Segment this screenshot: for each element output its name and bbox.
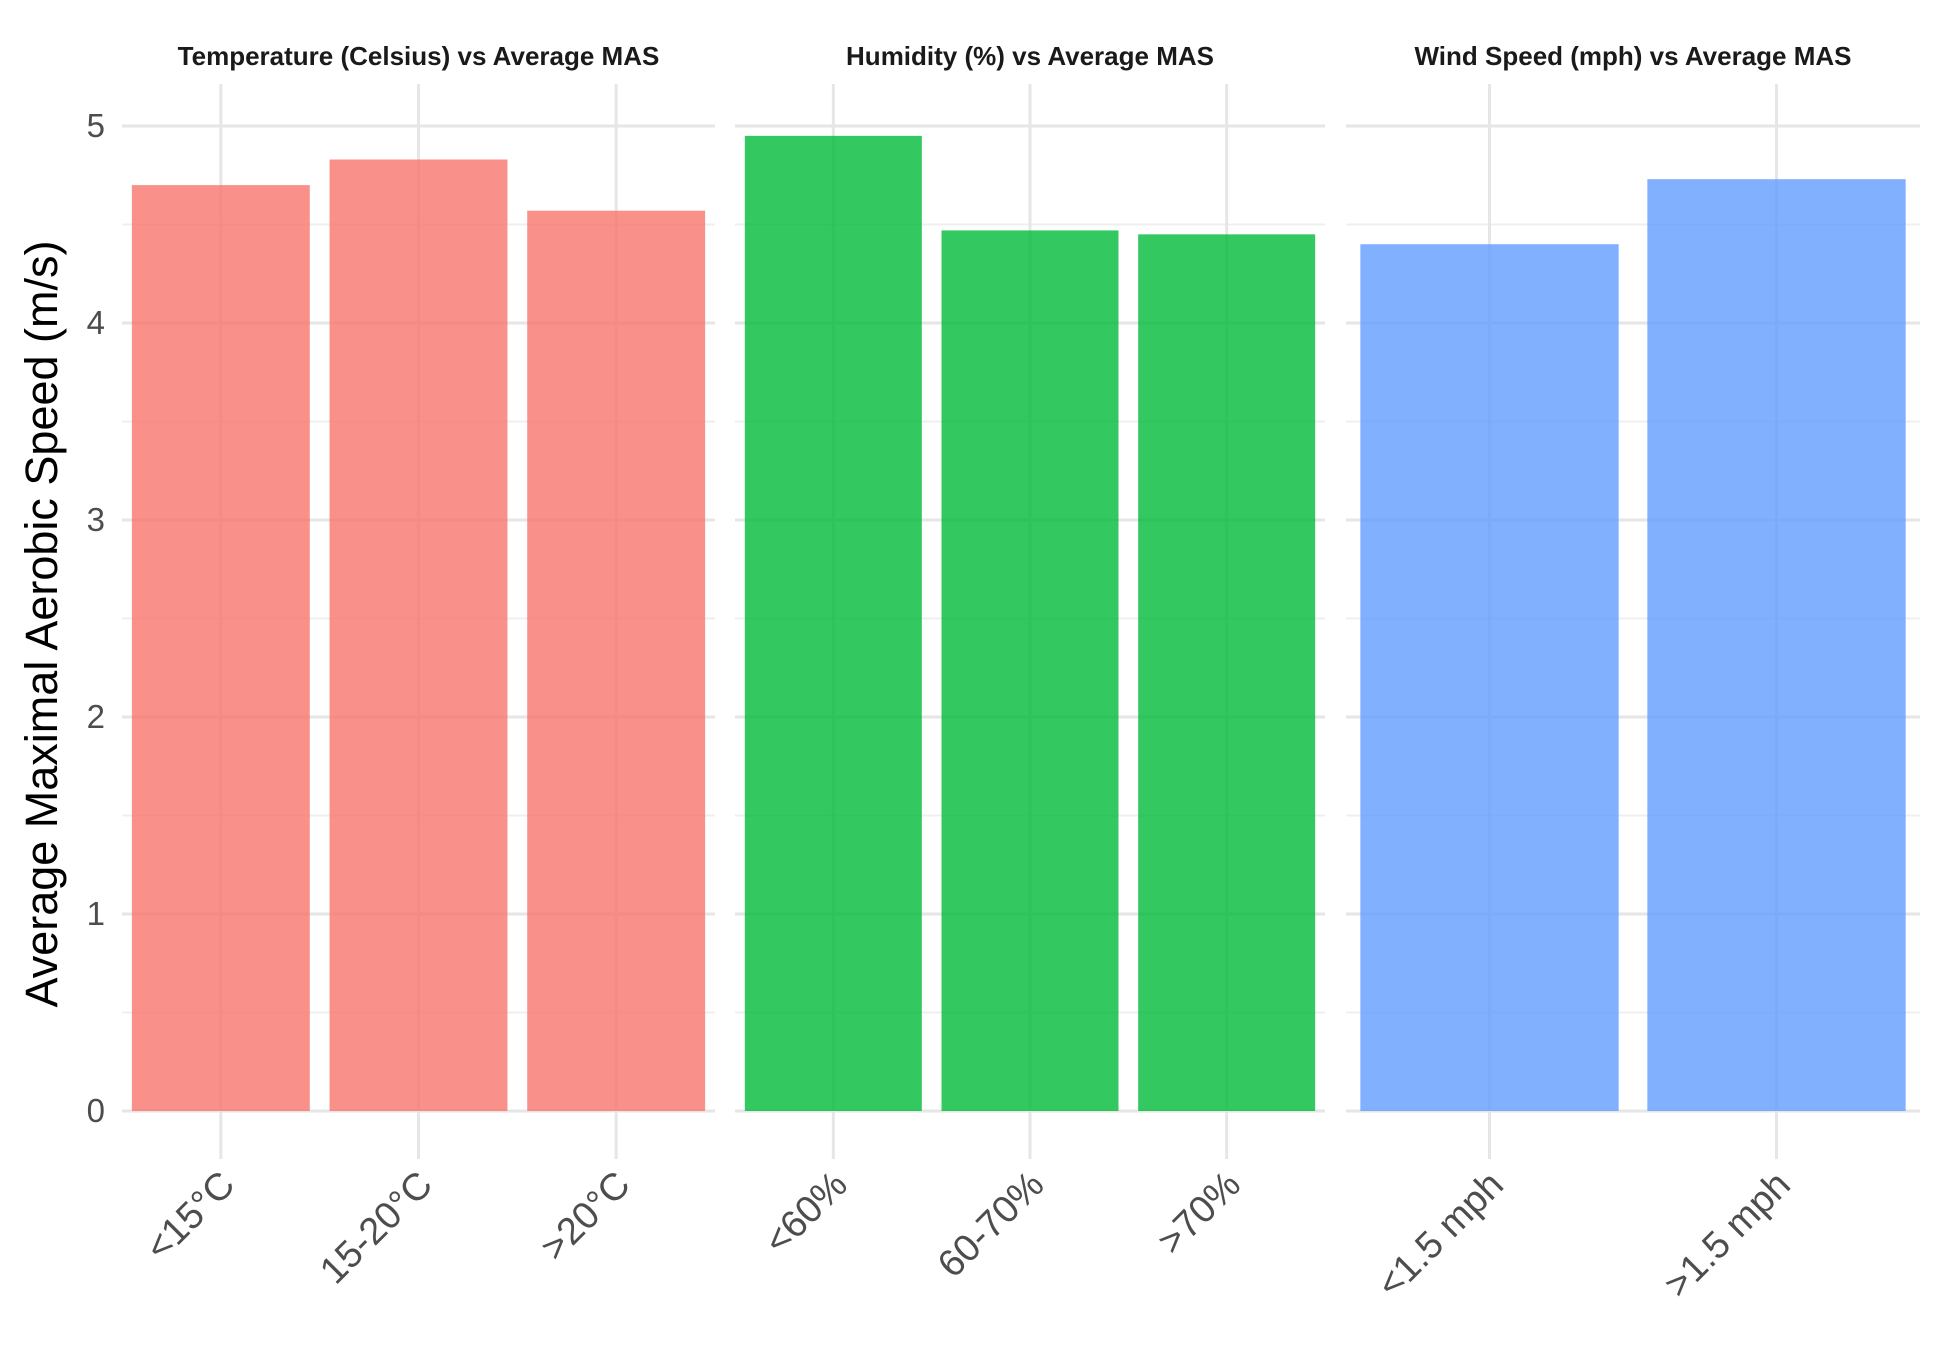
- x-tick-label: 60-70%: [930, 1164, 1052, 1286]
- y-tick-label: 1: [87, 895, 105, 932]
- x-tick-label: <15°C: [138, 1164, 243, 1269]
- bar-layer: [131, 135, 1906, 1112]
- x-tick-label: 15-20°C: [312, 1164, 441, 1293]
- bar: [329, 159, 508, 1112]
- bar: [941, 230, 1119, 1111]
- bar: [1647, 179, 1906, 1111]
- x-tick-label: <60%: [757, 1164, 856, 1263]
- y-tick-label: 0: [87, 1092, 105, 1129]
- y-axis-label: Average Maximal Aerobic Speed (m/s): [16, 241, 67, 1008]
- bar: [1360, 244, 1619, 1111]
- bar: [527, 210, 706, 1111]
- x-tick-label: <1.5 mph: [1369, 1164, 1511, 1306]
- x-tick-label: >70%: [1150, 1164, 1249, 1263]
- bar: [1138, 234, 1316, 1112]
- x-tick-label: >20°C: [533, 1164, 638, 1269]
- x-tick-label: >1.5 mph: [1656, 1164, 1798, 1306]
- bar: [131, 185, 310, 1112]
- bar: [744, 135, 922, 1112]
- y-tick-label: 3: [87, 501, 105, 538]
- y-tick-label: 5: [87, 107, 105, 144]
- panel-title: Humidity (%) vs Average MAS: [846, 41, 1214, 71]
- panel-title: Wind Speed (mph) vs Average MAS: [1414, 41, 1851, 71]
- y-tick-label: 4: [87, 304, 105, 341]
- panel-title: Temperature (Celsius) vs Average MAS: [178, 41, 660, 71]
- y-tick-label: 2: [87, 698, 105, 735]
